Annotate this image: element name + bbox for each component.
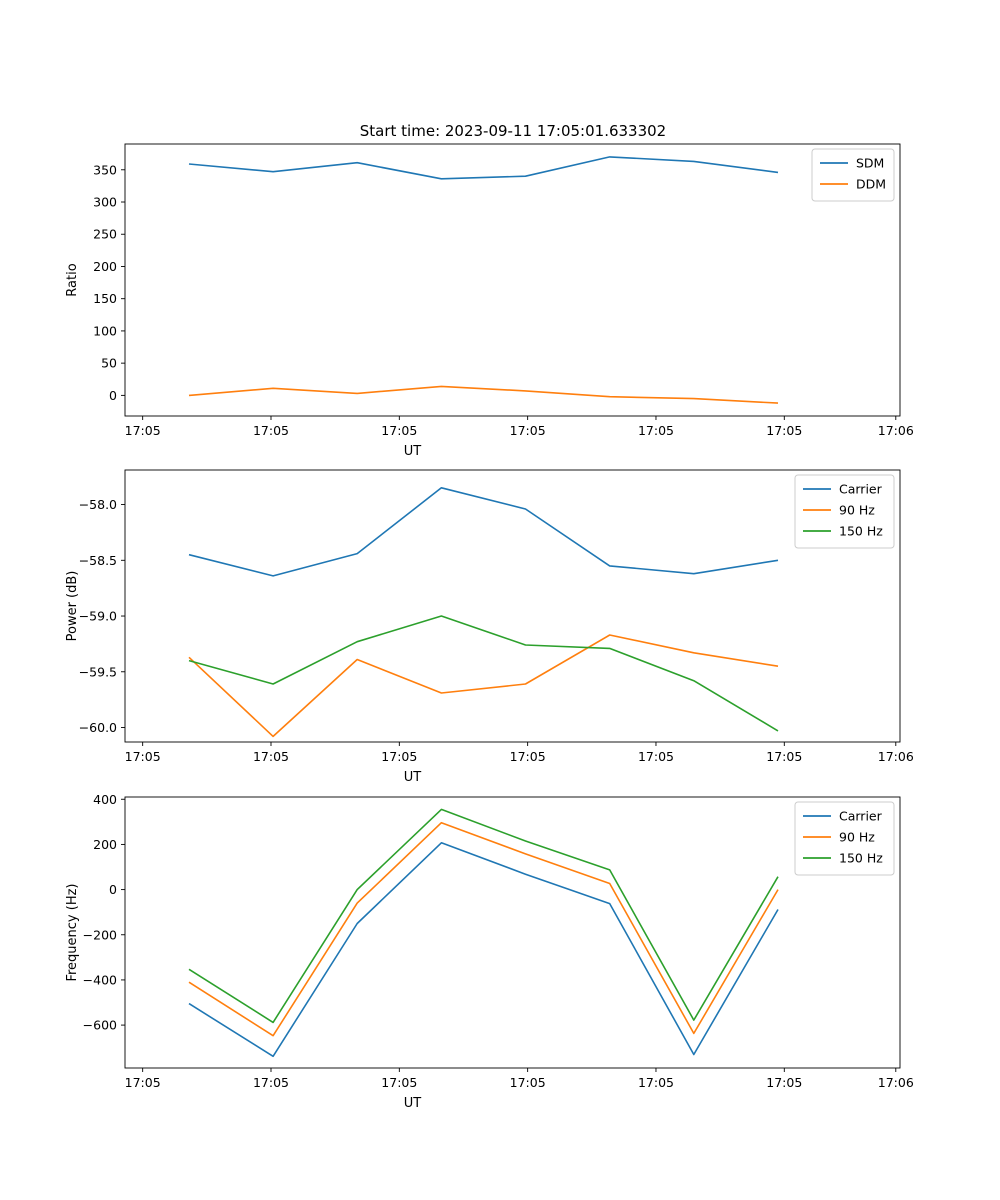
- legend-label: Carrier: [839, 809, 883, 824]
- series-line-150-hz: [188, 615, 779, 732]
- x-tick-label: 17:05: [766, 1075, 802, 1090]
- y-tick-label: 350: [93, 162, 117, 177]
- axes-frame: [124, 143, 901, 417]
- x-tick-label: 17:05: [253, 423, 289, 438]
- panels: 17:05 17:05 17:05 17:05 17:05 17:05 17:06 0 50 10…: [65, 143, 914, 1111]
- y-axis-label: Frequency (Hz): [65, 883, 80, 981]
- y-tick-label: −59.0: [79, 609, 117, 624]
- y-tick-label: −200: [83, 927, 117, 942]
- y-tick-label: 50: [101, 356, 117, 371]
- y-tick-label: 0: [109, 882, 117, 897]
- figure-title: Start time: 2023-09-11 17:05:01.633302: [360, 122, 666, 140]
- y-tick-label: −59.5: [79, 664, 117, 679]
- y-tick-label: 250: [93, 227, 117, 242]
- x-tick-label: 17:05: [766, 423, 802, 438]
- series-line-carrier: [188, 841, 779, 1058]
- legend-label: DDM: [856, 177, 886, 192]
- x-tick-label: 17:05: [381, 423, 417, 438]
- x-tick-label: 17:05: [125, 423, 161, 438]
- legend-label: 150 Hz: [839, 524, 883, 539]
- y-axis-label: Power (dB): [65, 571, 80, 642]
- legend-label: 90 Hz: [839, 830, 875, 845]
- series-line-90-hz: [188, 634, 779, 738]
- x-tick-label: 17:05: [766, 749, 802, 764]
- legend: Carrier 90 Hz 150 Hz: [794, 801, 895, 876]
- legend-box: [811, 148, 895, 202]
- y-tick-label: 300: [93, 195, 117, 210]
- legend-label: SDM: [856, 156, 884, 171]
- y-tick-label: −400: [83, 972, 117, 987]
- x-tick-label: 17:05: [125, 1075, 161, 1090]
- x-axis-label: UT: [404, 770, 422, 785]
- x-tick-label: 17:05: [638, 1075, 674, 1090]
- y-tick-label: 200: [93, 837, 117, 852]
- axes-frame: [124, 796, 901, 1069]
- series-line-ddm: [188, 385, 779, 404]
- x-tick-label: 17:05: [638, 749, 674, 764]
- y-tick-label: −58.0: [79, 497, 117, 512]
- y-tick-label: 150: [93, 291, 117, 306]
- x-axis-label: UT: [404, 1096, 422, 1111]
- x-tick-label: 17:05: [253, 1075, 289, 1090]
- x-axis-label: UT: [404, 444, 422, 459]
- series-line-150-hz: [188, 808, 779, 1024]
- legend-label: 150 Hz: [839, 851, 883, 866]
- chart-panel-1: 17:05 17:05 17:05 17:05 17:05 17:05 17:06 0 50 10…: [65, 143, 914, 459]
- y-tick-label: 100: [93, 323, 117, 338]
- x-tick-label: 17:05: [381, 749, 417, 764]
- legend-label: 90 Hz: [839, 503, 875, 518]
- x-tick-label: 17:06: [878, 423, 914, 438]
- x-tick-label: 17:05: [510, 1075, 546, 1090]
- y-tick-label: 400: [93, 792, 117, 807]
- x-tick-label: 17:05: [510, 749, 546, 764]
- x-tick-label: 17:06: [878, 1075, 914, 1090]
- y-tick-label: 0: [109, 388, 117, 403]
- legend-box: [794, 474, 895, 549]
- chart-panel-2: 17:05 17:05 17:05 17:05 17:05 17:05 17:06 −60.0…: [65, 469, 914, 785]
- y-tick-label: −58.5: [79, 553, 117, 568]
- y-tick-label: 200: [93, 259, 117, 274]
- x-tick-label: 17:05: [381, 1075, 417, 1090]
- legend: Carrier 90 Hz 150 Hz: [794, 474, 895, 549]
- axes-frame: [124, 469, 901, 743]
- series-line-90-hz: [188, 821, 779, 1037]
- series-line-carrier: [188, 486, 779, 577]
- x-tick-label: 17:05: [125, 749, 161, 764]
- y-tick-label: −600: [83, 1018, 117, 1033]
- x-tick-label: 17:05: [510, 423, 546, 438]
- y-axis-label: Ratio: [65, 263, 80, 296]
- x-tick-label: 17:05: [253, 749, 289, 764]
- x-tick-label: 17:06: [878, 749, 914, 764]
- x-tick-label: 17:05: [638, 423, 674, 438]
- legend-label: Carrier: [839, 482, 883, 497]
- legend-box: [794, 801, 895, 876]
- y-tick-label: −60.0: [79, 720, 117, 735]
- chart-panel-3: 17:05 17:05 17:05 17:05 17:05 17:05 17:06 −600 −…: [65, 792, 914, 1111]
- legend: SDM DDM: [811, 148, 895, 202]
- series-line-sdm: [188, 156, 779, 180]
